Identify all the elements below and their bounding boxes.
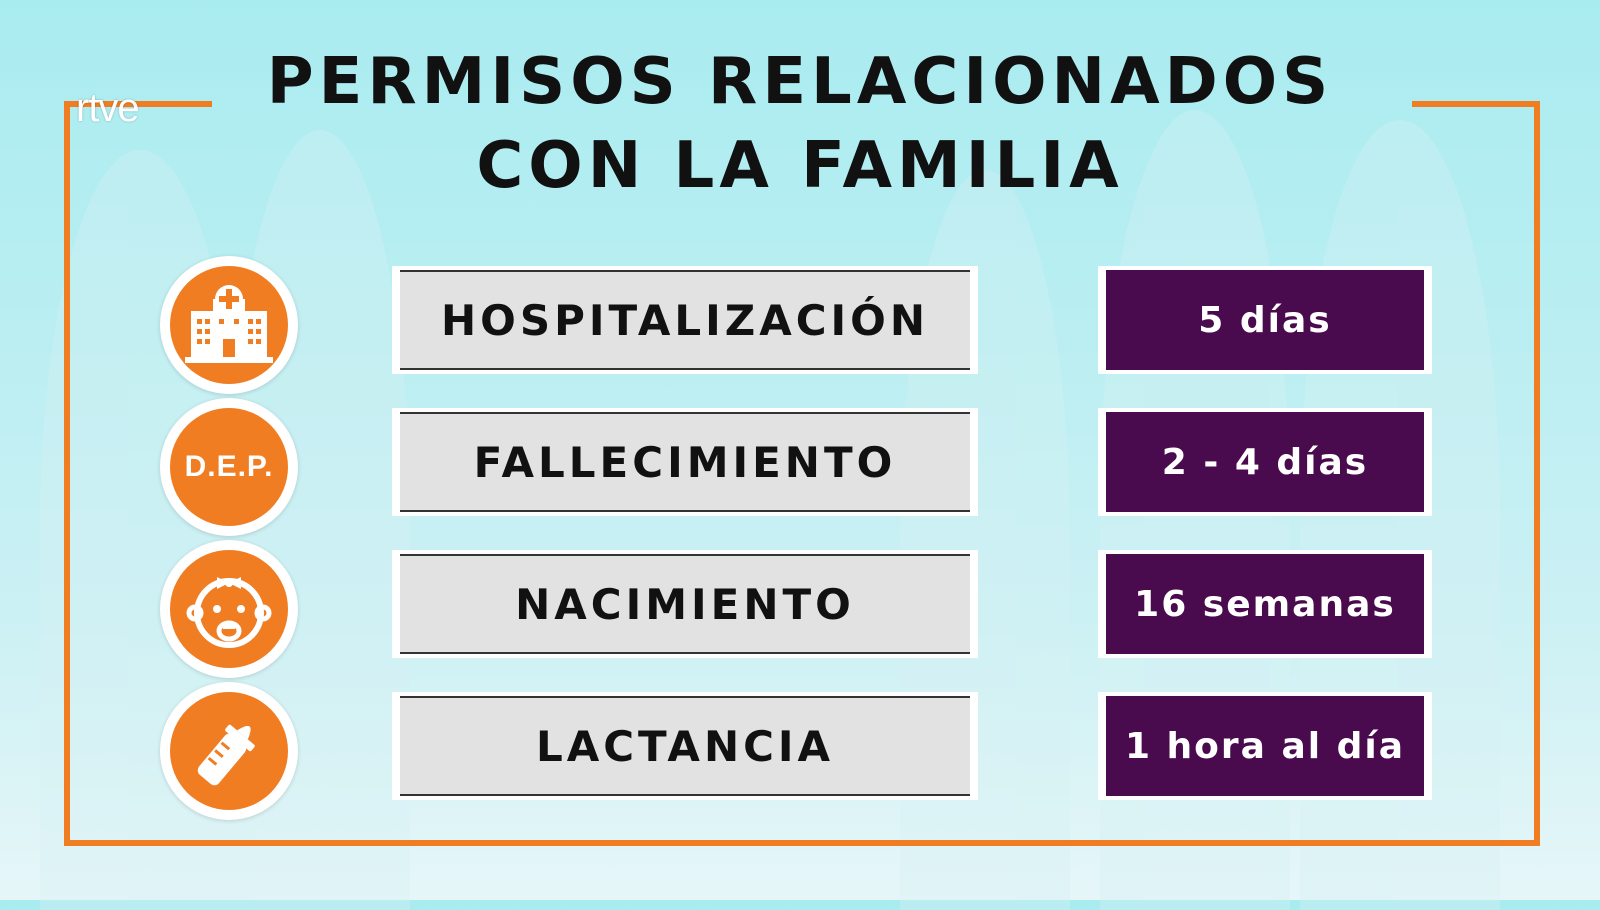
label-box: FALLECIMIENTO bbox=[392, 408, 978, 516]
baby-bottle-icon-badge bbox=[160, 682, 298, 820]
row-label: NACIMIENTO bbox=[400, 554, 970, 654]
row-label: LACTANCIA bbox=[400, 696, 970, 796]
row-label: HOSPITALIZACIÓN bbox=[400, 270, 970, 370]
label-box: HOSPITALIZACIÓN bbox=[392, 266, 978, 374]
label-box: NACIMIENTO bbox=[392, 550, 978, 658]
title-line-2: CON LA FAMILIA bbox=[476, 129, 1124, 203]
value-box: 1 hora al día bbox=[1098, 692, 1432, 800]
row-nacimiento: NACIMIENTO 16 semanas bbox=[0, 540, 1600, 678]
baby-icon bbox=[186, 577, 272, 648]
dep-icon-badge: D.E.P. bbox=[160, 398, 298, 536]
baby-bottle-icon bbox=[197, 724, 255, 786]
title-line-1: PERMISOS RELACIONADOS bbox=[266, 45, 1334, 119]
page-title: PERMISOS RELACIONADOS CON LA FAMILIA bbox=[230, 40, 1370, 208]
frame-top-left bbox=[64, 101, 212, 107]
hospital-icon-badge bbox=[160, 256, 298, 394]
hospital-icon bbox=[185, 285, 273, 363]
value-box: 2 - 4 días bbox=[1098, 408, 1432, 516]
row-fallecimiento: D.E.P. FALLECIMIENTO 2 - 4 días bbox=[0, 398, 1600, 536]
label-box: LACTANCIA bbox=[392, 692, 978, 800]
row-value: 16 semanas bbox=[1106, 554, 1424, 654]
frame-left bbox=[64, 101, 70, 846]
row-hospitalizacion: HOSPITALIZACIÓN 5 días bbox=[0, 256, 1600, 394]
row-lactancia: LACTANCIA 1 hora al día bbox=[0, 682, 1600, 820]
value-box: 16 semanas bbox=[1098, 550, 1432, 658]
row-label: FALLECIMIENTO bbox=[400, 412, 970, 512]
row-value: 2 - 4 días bbox=[1106, 412, 1424, 512]
row-value: 5 días bbox=[1106, 270, 1424, 370]
frame-top-right bbox=[1412, 101, 1540, 107]
rtve-logo: rtve bbox=[76, 86, 140, 130]
baby-icon-badge bbox=[160, 540, 298, 678]
row-value: 1 hora al día bbox=[1106, 696, 1424, 796]
frame-bottom bbox=[64, 840, 1540, 846]
frame-right bbox=[1534, 101, 1540, 846]
value-box: 5 días bbox=[1098, 266, 1432, 374]
dep-icon: D.E.P. bbox=[184, 450, 274, 483]
